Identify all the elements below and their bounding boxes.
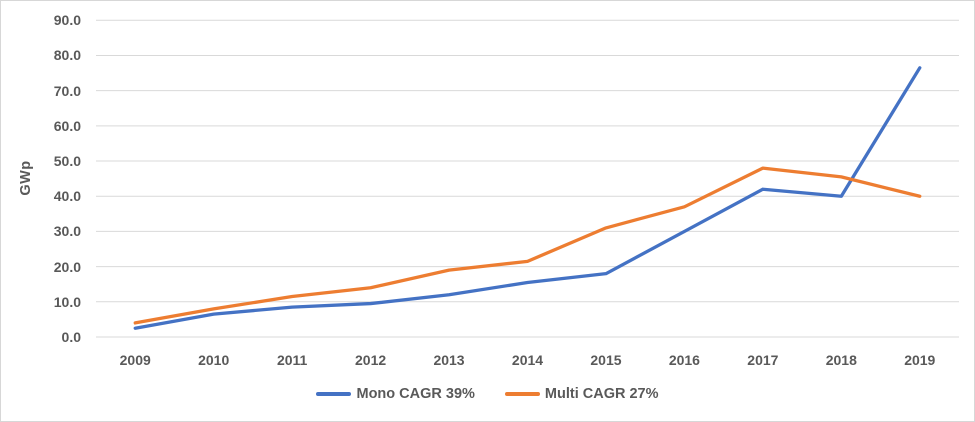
legend-item: Mono CAGR 39%: [316, 385, 475, 403]
x-axis-label: 2014: [511, 352, 544, 368]
x-axis-label: 2012: [355, 352, 387, 368]
legend: Mono CAGR 39% Multi CAGR 27%: [1, 385, 974, 403]
x-axis-label: 2019: [904, 352, 936, 368]
legend-label: Mono CAGR 39%: [356, 386, 475, 402]
legend-label: Multi CAGR 27%: [544, 386, 659, 402]
y-tick-label: 30.0: [53, 223, 81, 240]
y-tick-label: 60.0: [53, 117, 81, 134]
y-tick-label: 40.0: [53, 188, 81, 205]
legend-line-icon: [504, 392, 540, 396]
x-axis-label: 2018: [825, 352, 857, 368]
x-axis-label: 2010: [198, 352, 230, 368]
legend-item: Multi CAGR 27%: [504, 385, 659, 403]
x-axis-label: 2013: [433, 352, 465, 368]
y-tick-label: 10.0: [53, 293, 81, 310]
x-axis-label: 2015: [590, 352, 622, 368]
x-axis-label: 2016: [668, 352, 700, 368]
y-axis-title: GWp: [18, 160, 34, 196]
series-line: [133, 166, 922, 325]
y-tick-label: 20.0: [53, 258, 81, 275]
series-line: [133, 66, 922, 330]
y-tick-label: 70.0: [53, 82, 81, 99]
y-tick-label: 50.0: [53, 153, 81, 170]
legend-line-icon: [316, 392, 352, 396]
x-axis-label: 2017: [747, 352, 779, 368]
y-tick-label: 80.0: [53, 47, 81, 64]
x-axis-label: 2009: [119, 352, 151, 368]
y-tick-label: 0.0: [61, 329, 81, 345]
x-axis-label: 2011: [276, 352, 308, 368]
y-tick-label: 90.0: [53, 12, 81, 29]
